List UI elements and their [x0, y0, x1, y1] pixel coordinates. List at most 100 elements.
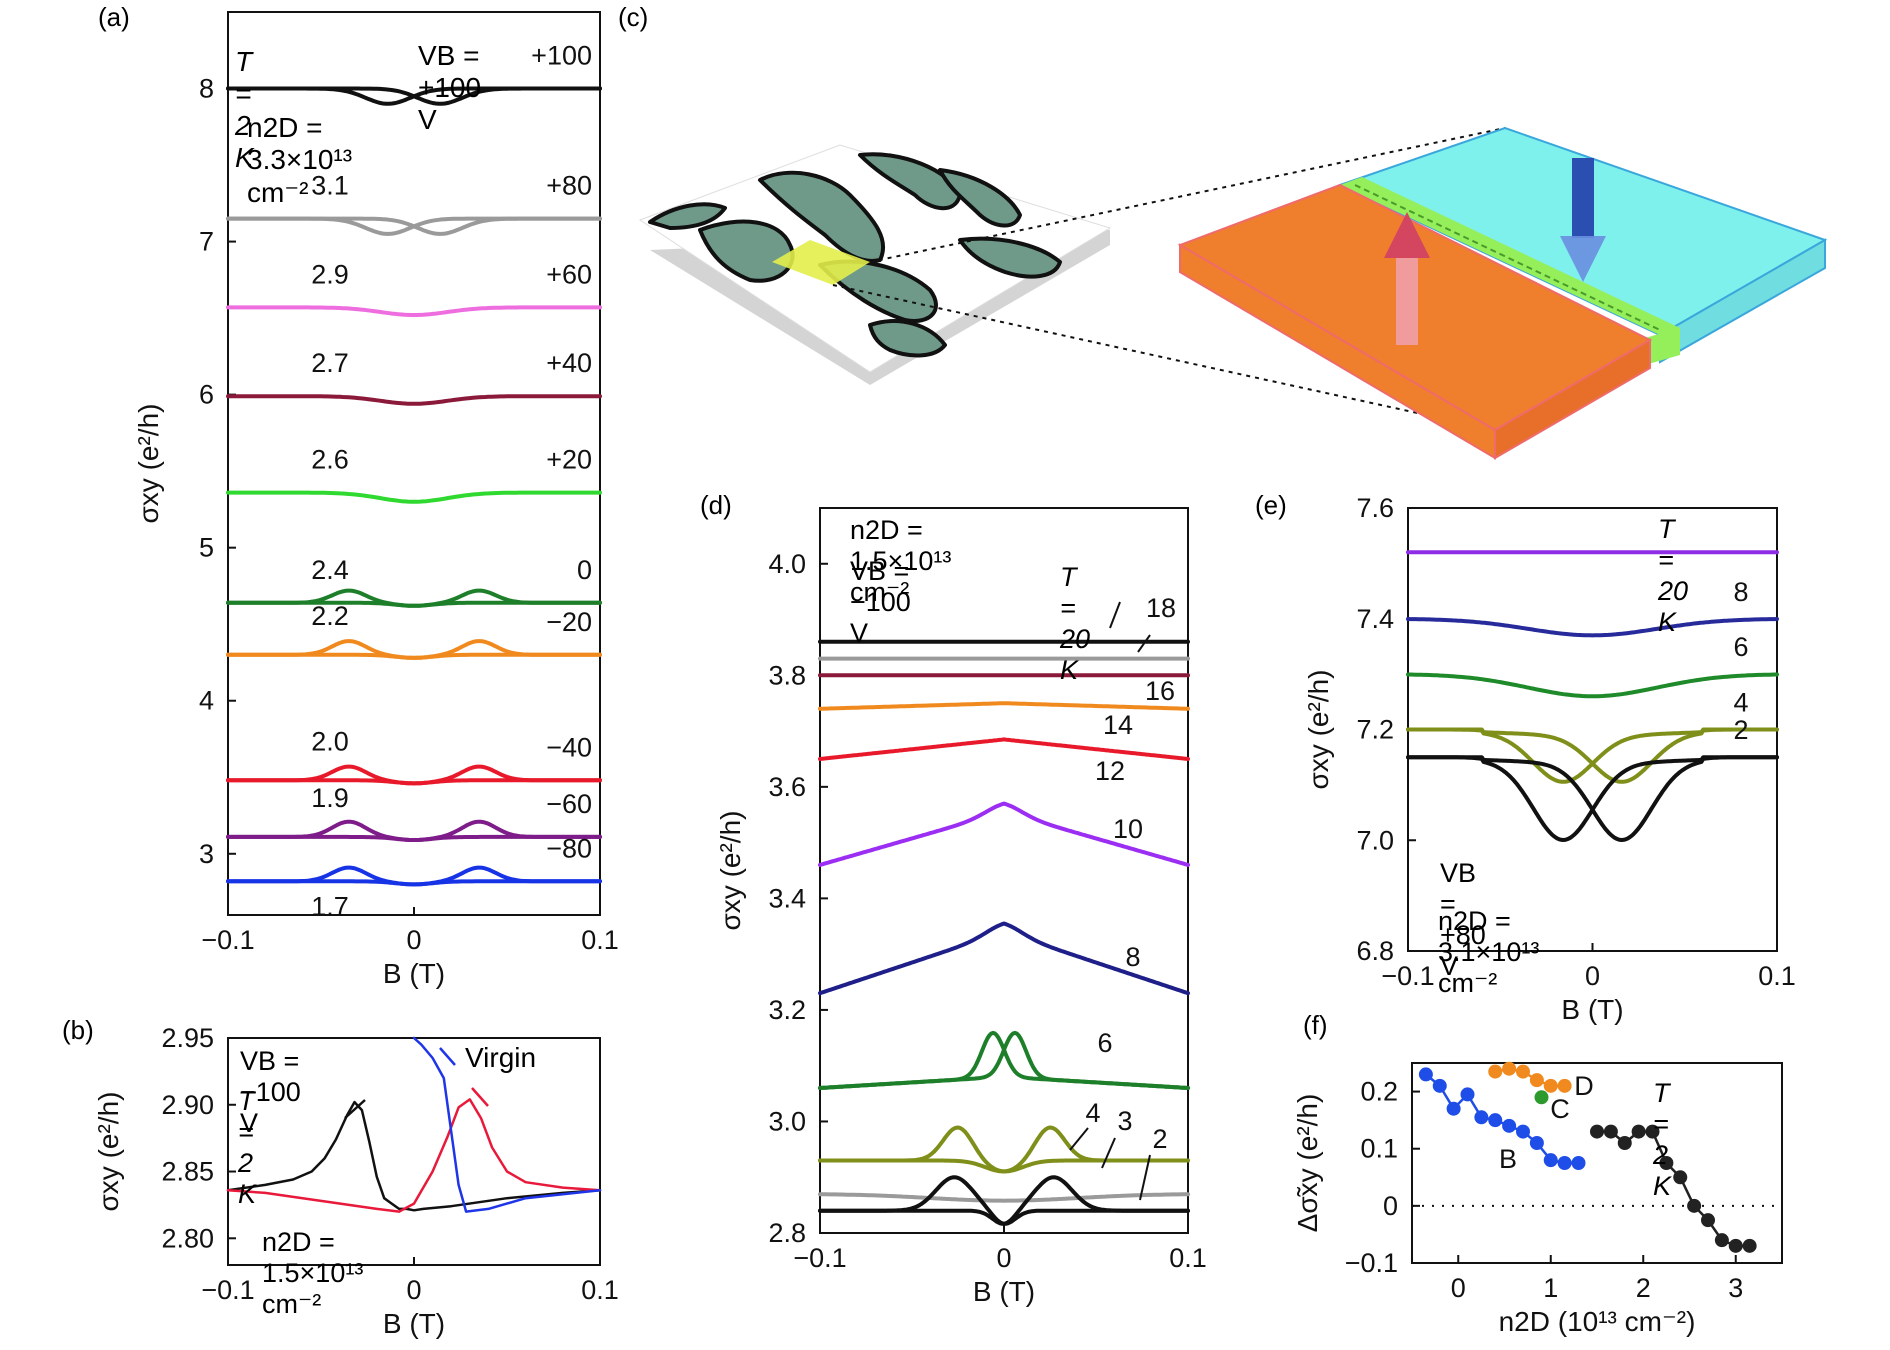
- panel-a-vb-label: −60: [546, 789, 592, 819]
- panel-f-point: [1687, 1198, 1702, 1213]
- panel-f-frame: [1411, 1062, 1783, 1264]
- panel-a-temperature: T = 2 K: [235, 46, 254, 173]
- panel-f-series-label: B: [1499, 1144, 1517, 1174]
- panel-f-point: [1714, 1233, 1729, 1248]
- panel-f-point: [1502, 1118, 1517, 1133]
- panel-a-vb-label: −80: [546, 833, 592, 863]
- panel-f-point: [1516, 1124, 1530, 1139]
- panel-a-ytick-label: 8: [199, 74, 214, 104]
- panel-a-ytick-label: 3: [199, 839, 214, 869]
- panel-d-xlabel: B (T): [973, 1276, 1035, 1307]
- panel-d-series-line: [818, 1125, 1190, 1174]
- panel-e-series-line: [1406, 755, 1779, 842]
- panel-e-density: n2D = 3.1×10¹³ cm⁻²: [1438, 906, 1540, 998]
- panel-a-ytick-label: 5: [199, 533, 214, 563]
- panel-f-point: [1617, 1136, 1632, 1150]
- panel-f-point: [1557, 1156, 1572, 1170]
- panel-d-temp-label: 8: [1125, 942, 1140, 972]
- panel-e-xtick-label: 0: [1585, 961, 1600, 991]
- panel-a-series-line: [226, 216, 602, 236]
- panel-d-ytick-label: 3.4: [768, 883, 806, 913]
- panel-b-series-line: [226, 1100, 602, 1212]
- panel-f-series-line: [1595, 1130, 1751, 1248]
- panel-d-temp-label: 2: [1152, 1124, 1167, 1154]
- panel-d-temp-label: 6: [1097, 1028, 1112, 1058]
- panel-f-point: [1534, 1090, 1549, 1105]
- panel-e-ytick-label: 7.2: [1356, 715, 1394, 745]
- panel-d-ytick-label: 3.6: [768, 772, 806, 802]
- panel-f-point: [1742, 1238, 1757, 1253]
- panel-d-temp-label: 14: [1103, 710, 1133, 740]
- panel-a-gate-voltage: VB = +100 V: [418, 40, 482, 135]
- panel-d-series-line: [818, 921, 1190, 996]
- panel-a-vb-label: +60: [546, 259, 592, 289]
- panel-a-n-label: 3.1: [311, 171, 349, 201]
- panel-f-point: [1432, 1078, 1447, 1093]
- panel-d-ytick-label: 3.2: [768, 995, 806, 1025]
- panel-f-point: [1590, 1124, 1604, 1139]
- panel-e-temp-label: 6: [1733, 632, 1748, 662]
- panel-a-series-line: [226, 86, 602, 106]
- panel-a-vb-label: +40: [546, 348, 592, 378]
- panel-label-f: (f): [1303, 1010, 1328, 1040]
- panel-a-vb-label: +20: [546, 445, 592, 475]
- panel-a-density: n2D = 3.3×10¹³ cm⁻²: [247, 112, 353, 208]
- panel-a-vb-label: −20: [546, 607, 592, 637]
- panel-d-xtick-label: 0.1: [1169, 1243, 1207, 1273]
- panel-a-xtick-label: 0: [406, 925, 421, 955]
- panel-b-xlabel: B (T): [383, 1308, 445, 1339]
- panel-e-ytick-label: 6.8: [1356, 936, 1394, 966]
- panel-b-ytick-label: 2.90: [161, 1090, 214, 1120]
- panel-a-series-line: [226, 865, 602, 887]
- panel-d-series-line: [818, 1125, 1190, 1174]
- chiral-edge-arrows: [1354, 184, 1661, 331]
- panel-d-arrow-icon: [1139, 1154, 1151, 1201]
- panel-b-arrow-icon: [471, 1087, 489, 1107]
- panel-a-xlabel: B (T): [383, 958, 445, 989]
- panel-label-a: (a): [98, 2, 130, 32]
- panel-f-point: [1488, 1064, 1503, 1079]
- panel-d-ytick-label: 2.8: [768, 1218, 806, 1248]
- panel-label-d: (d): [700, 490, 732, 520]
- panel-b-gate-voltage: VB = −100 V: [240, 1046, 301, 1138]
- panel-b-virgin-label: Virgin: [465, 1042, 537, 1073]
- panel-f-point: [1571, 1156, 1586, 1170]
- panel-b-arrow-icon: [439, 1047, 456, 1066]
- panel-e-series-line: [1406, 727, 1779, 784]
- domain-wall-side: [1645, 328, 1680, 365]
- panel-a-n-label: 2.6: [311, 445, 349, 475]
- panel-d-ytick-label: 4.0: [768, 549, 806, 579]
- panel-f-ytick-label: −0.1: [1345, 1248, 1398, 1278]
- panel-f-series-label: C: [1550, 1094, 1570, 1124]
- panel-e-ytick-label: 7.6: [1356, 493, 1394, 523]
- domain-wall: [1340, 177, 1680, 335]
- panel-d-xtick-label: −0.1: [793, 1243, 846, 1273]
- panel-f-point: [1728, 1238, 1743, 1253]
- panel-f-point: [1446, 1101, 1461, 1116]
- up-arrow-icon: [1384, 212, 1430, 345]
- panel-e-temperature: T = 20 K: [1658, 514, 1689, 637]
- panel-f-xtick-label: 1: [1543, 1273, 1558, 1303]
- panel-b-xtick-label: −0.1: [201, 1275, 254, 1305]
- panel-f-point: [1673, 1170, 1688, 1185]
- panel-a-vb-label: +80: [546, 171, 592, 201]
- panel-f-point: [1502, 1061, 1517, 1076]
- panel-e-ylabel: σxy (e²/h): [1303, 670, 1334, 790]
- panel-a-n-label: 2.9: [311, 259, 349, 289]
- panel-b-ytick-label: 2.85: [161, 1157, 214, 1187]
- panel-e-temp-label: 2: [1733, 715, 1748, 745]
- panel-label-c: (c): [618, 2, 649, 32]
- panel-a-series-line: [226, 764, 602, 786]
- panel-b-arrow-icon: [344, 1099, 366, 1119]
- panel-a-series-line: [226, 490, 602, 504]
- panel-a-ytick-label: 4: [199, 686, 214, 716]
- panel-b-ytick-label: 2.95: [161, 1023, 214, 1053]
- panel-f-point: [1543, 1153, 1558, 1168]
- panel-a-ytick-label: 6: [199, 380, 214, 410]
- panel-d-series-line: [818, 1030, 1190, 1090]
- panel-f-point: [1631, 1124, 1646, 1139]
- panel-label-b: (b): [62, 1015, 94, 1045]
- panel-b-temperature: T = 2 K: [238, 1086, 257, 1209]
- panel-f-xlabel: n2D (10¹³ cm⁻²): [1499, 1306, 1696, 1337]
